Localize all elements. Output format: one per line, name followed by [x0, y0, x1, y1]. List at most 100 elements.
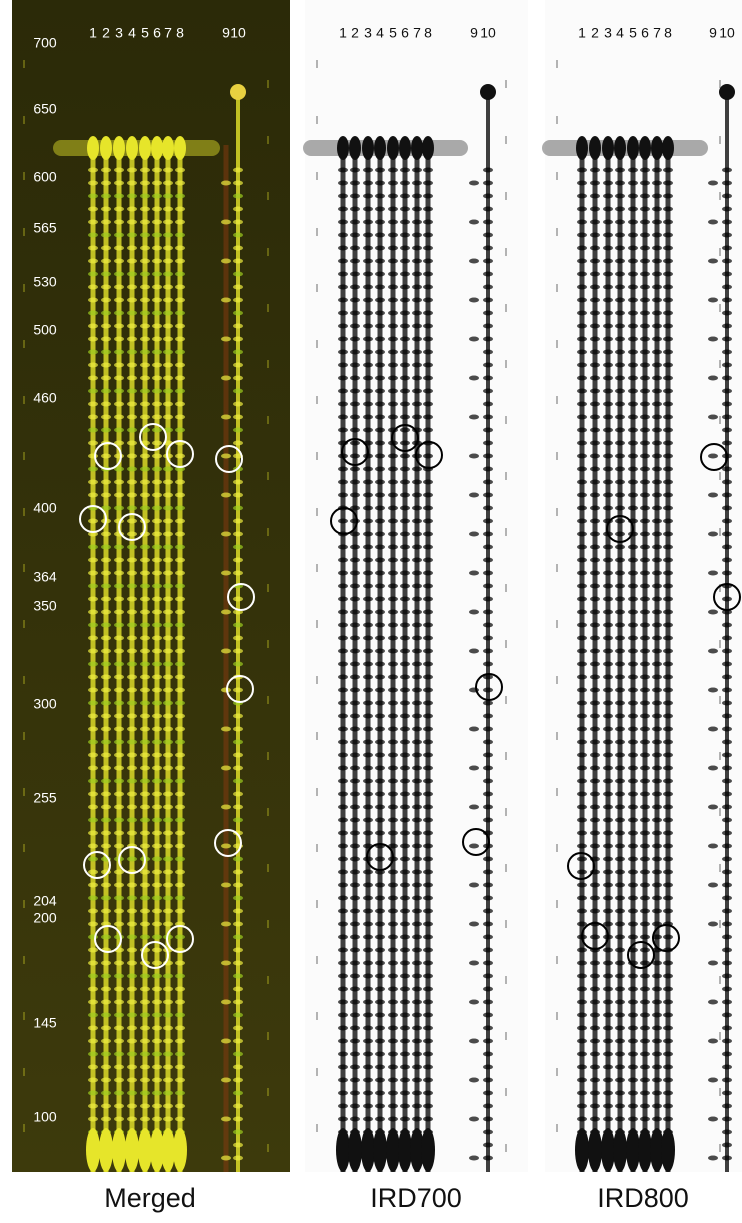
band — [722, 337, 732, 342]
band — [708, 688, 718, 693]
band — [663, 727, 673, 732]
band — [140, 883, 150, 888]
band — [114, 402, 124, 407]
band — [363, 961, 373, 966]
band — [615, 701, 625, 706]
band — [88, 350, 98, 355]
band — [140, 792, 150, 797]
band — [152, 1013, 162, 1018]
size-label: 200 — [33, 910, 57, 926]
band — [388, 558, 398, 563]
band — [423, 558, 433, 563]
band — [423, 896, 433, 901]
band — [114, 792, 124, 797]
band — [338, 181, 348, 186]
band — [483, 623, 493, 628]
band — [590, 571, 600, 576]
band — [375, 194, 385, 199]
band — [233, 1039, 243, 1044]
band — [722, 532, 732, 537]
band — [423, 1065, 433, 1070]
band — [708, 961, 718, 966]
band — [101, 623, 111, 628]
band — [350, 857, 360, 862]
band — [101, 636, 111, 641]
band — [663, 701, 673, 706]
band — [722, 701, 732, 706]
band — [363, 948, 373, 953]
band — [663, 675, 673, 680]
lane-label: 10 — [230, 25, 246, 41]
band — [127, 1104, 137, 1109]
band — [175, 493, 185, 498]
band — [423, 701, 433, 706]
band — [175, 662, 185, 667]
band — [127, 376, 137, 381]
band — [412, 623, 422, 628]
band — [152, 831, 162, 836]
band — [163, 831, 173, 836]
band — [412, 1039, 422, 1044]
band — [175, 1091, 185, 1096]
band — [590, 1078, 600, 1083]
band — [603, 1104, 613, 1109]
band — [363, 506, 373, 511]
band — [708, 454, 718, 459]
band — [101, 818, 111, 823]
band — [640, 675, 650, 680]
band — [163, 857, 173, 862]
band — [127, 454, 137, 459]
band — [400, 701, 410, 706]
band — [603, 389, 613, 394]
band — [375, 285, 385, 290]
band — [722, 922, 732, 927]
band — [163, 740, 173, 745]
band — [140, 974, 150, 979]
band — [590, 1117, 600, 1122]
size-label: 100 — [33, 1109, 57, 1125]
band — [140, 844, 150, 849]
band — [175, 415, 185, 420]
band — [163, 649, 173, 654]
band — [338, 883, 348, 888]
lane-label: 3 — [604, 25, 612, 41]
band — [615, 818, 625, 823]
band — [483, 1052, 493, 1057]
band — [127, 727, 137, 732]
band — [628, 805, 638, 810]
band — [375, 597, 385, 602]
band — [221, 181, 231, 186]
band — [722, 948, 732, 953]
band — [101, 402, 111, 407]
band — [412, 883, 422, 888]
band — [221, 1156, 231, 1161]
band — [663, 545, 673, 550]
band — [590, 883, 600, 888]
band — [127, 740, 137, 745]
band — [163, 896, 173, 901]
band — [221, 727, 231, 732]
band — [423, 480, 433, 485]
band — [577, 831, 587, 836]
band — [388, 1052, 398, 1057]
band — [603, 558, 613, 563]
band — [114, 727, 124, 732]
band — [388, 389, 398, 394]
band — [338, 285, 348, 290]
band — [603, 259, 613, 264]
band — [375, 727, 385, 732]
band — [152, 532, 162, 537]
band — [175, 1104, 185, 1109]
band — [577, 818, 587, 823]
band — [363, 298, 373, 303]
lane-label: 2 — [102, 25, 110, 41]
band — [663, 883, 673, 888]
band — [338, 571, 348, 576]
band — [628, 337, 638, 342]
band — [163, 181, 173, 186]
band — [423, 857, 433, 862]
band — [603, 584, 613, 589]
band — [152, 818, 162, 823]
band — [375, 1078, 385, 1083]
band — [233, 545, 243, 550]
